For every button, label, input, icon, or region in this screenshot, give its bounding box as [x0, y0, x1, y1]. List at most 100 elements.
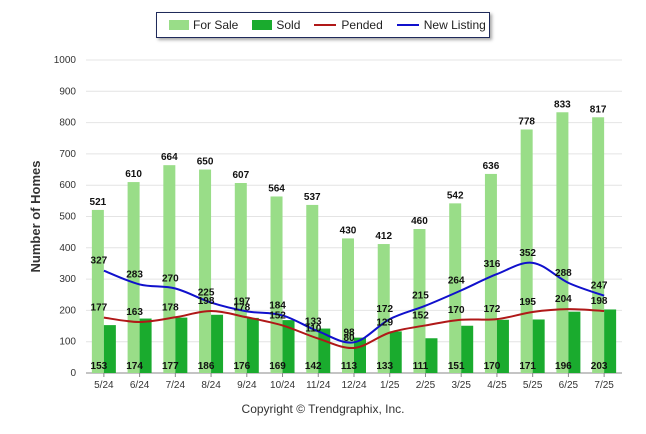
data-label-for-sale: 833 [554, 99, 571, 110]
data-label-new-listing: 264 [448, 275, 465, 286]
bar-for-sale [556, 112, 569, 374]
x-tick-label: 7/24 [166, 380, 186, 391]
y-tick-label: 300 [59, 274, 76, 285]
line-new-listing [103, 261, 605, 344]
data-label-new-listing: 352 [519, 248, 536, 259]
data-label-pended: 198 [198, 296, 215, 307]
bar-sold [139, 318, 152, 373]
x-tick-label: 1/25 [380, 380, 400, 391]
bar-sold [425, 338, 438, 373]
data-label-pended: 195 [519, 297, 536, 308]
bar-for-sale [342, 238, 354, 373]
x-tick-label: 10/24 [270, 380, 295, 391]
bar-for-sale [377, 244, 390, 373]
data-label-new-listing: 197 [233, 296, 250, 307]
data-label-new-listing: 98 [343, 327, 355, 338]
bar-sold [604, 309, 617, 373]
data-label-for-sale: 817 [590, 104, 607, 115]
data-label-sold: 151 [448, 361, 465, 372]
x-tick-label: 9/24 [237, 380, 257, 391]
data-label-sold: 113 [341, 361, 358, 372]
y-tick-label: 0 [70, 368, 76, 379]
x-tick-label: 5/25 [523, 380, 543, 391]
legend-item-pended: Pended [314, 18, 383, 32]
legend-item-new-listing: New Listing [396, 18, 486, 32]
data-label-sold: 142 [305, 361, 322, 372]
x-tick-label: 12/24 [341, 380, 366, 391]
bar-sold [496, 319, 509, 373]
bar-for-sale [127, 182, 140, 373]
data-label-for-sale: 537 [304, 192, 321, 203]
x-tick-label: 3/25 [451, 380, 471, 391]
data-label-sold: 174 [126, 361, 143, 372]
x-tick-label: 6/25 [559, 380, 579, 391]
legend-swatch-pended [314, 24, 337, 26]
bar-for-sale [413, 229, 426, 373]
data-label-new-listing: 133 [305, 316, 322, 327]
bar-sold [389, 331, 402, 373]
legend-item-for-sale: For Sale [169, 18, 238, 32]
data-label-pended: 178 [162, 302, 179, 313]
y-tick-label: 100 [59, 337, 76, 348]
data-label-for-sale: 564 [268, 183, 285, 194]
data-label-for-sale: 460 [411, 216, 428, 227]
data-label-new-listing: 247 [591, 281, 608, 292]
data-label-new-listing: 184 [269, 300, 286, 311]
bar-sold [568, 311, 581, 373]
data-label-new-listing: 215 [412, 291, 429, 302]
y-tick-label: 700 [59, 149, 76, 160]
data-label-pended: 80 [343, 333, 355, 344]
data-label-pended: 152 [269, 310, 286, 321]
y-tick-label: 1000 [54, 55, 77, 66]
legend-item-sold: Sold [252, 18, 300, 32]
data-label-pended: 129 [376, 318, 393, 329]
data-label-pended: 163 [126, 307, 143, 318]
legend-swatch-new-listing [396, 24, 419, 26]
copyright-text: Copyright © Trendgraphix, Inc. [241, 402, 405, 416]
x-tick-label: 4/25 [487, 380, 507, 391]
y-tick-label: 200 [59, 305, 76, 316]
data-label-sold: 169 [269, 361, 286, 372]
data-label-pended: 172 [484, 304, 501, 315]
data-label-new-listing: 327 [91, 256, 108, 267]
bar-for-sale [484, 173, 497, 373]
x-tick-label: 5/24 [94, 380, 114, 391]
data-label-new-listing: 288 [555, 268, 572, 279]
bar-for-sale [592, 117, 605, 374]
data-label-pended: 198 [591, 296, 608, 307]
data-label-sold: 176 [233, 361, 250, 372]
data-label-for-sale: 521 [90, 197, 107, 208]
bar-sold [103, 325, 116, 373]
data-label-for-sale: 610 [125, 169, 142, 180]
legend: For Sale Sold Pended New Listing [156, 12, 490, 38]
x-tick-label: 11/24 [306, 380, 331, 391]
data-label-new-listing: 225 [198, 288, 215, 299]
data-label-pended: 177 [91, 303, 108, 314]
data-label-pended: 178 [233, 302, 250, 313]
bar-for-sale [449, 203, 462, 373]
y-tick-label: 600 [59, 180, 76, 191]
y-tick-label: 400 [59, 243, 76, 254]
x-tick-label: 2/25 [416, 380, 436, 391]
line-pended [103, 308, 605, 349]
data-label-sold: 171 [519, 361, 536, 372]
x-tick-label: 7/25 [594, 380, 614, 391]
bar-sold [532, 319, 545, 373]
bar-for-sale [306, 204, 319, 373]
data-label-pended: 204 [555, 294, 572, 305]
x-tick-label: 6/24 [130, 380, 150, 391]
data-label-for-sale: 636 [483, 161, 500, 172]
y-tick-label: 900 [59, 86, 76, 97]
bar-for-sale [163, 165, 176, 373]
data-label-for-sale: 542 [447, 190, 464, 201]
y-axis-label: Number of Homes [28, 161, 43, 273]
legend-label-for-sale: For Sale [193, 18, 239, 32]
y-tick-label: 800 [59, 118, 76, 129]
data-label-for-sale: 778 [518, 116, 535, 127]
bar-sold [175, 317, 188, 373]
data-label-for-sale: 650 [197, 157, 214, 168]
data-label-new-listing: 316 [484, 259, 501, 270]
bar-sold [282, 320, 295, 373]
bar-for-sale [91, 209, 104, 373]
